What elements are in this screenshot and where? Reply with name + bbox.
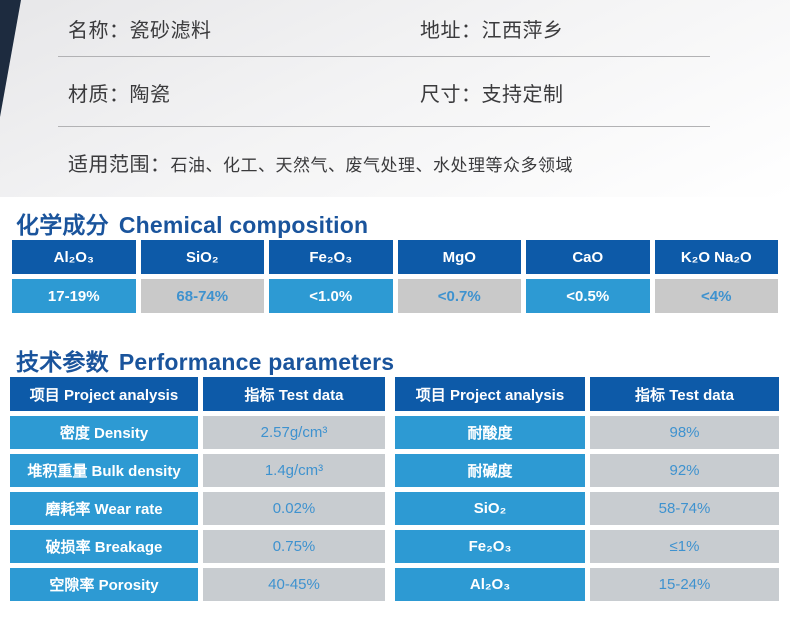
chem-value-row: 17-19% 68-74% <1.0% <0.7% <0.5% <4% bbox=[12, 279, 778, 313]
perf-row-value: 15-24% bbox=[590, 568, 779, 601]
chem-header-cell: MgO bbox=[397, 240, 521, 274]
chem-header-row: Al₂O₃ SiO₂ Fe₂O₃ MgO CaO K₂O Na₂O bbox=[12, 240, 778, 274]
chemical-composition-table: Al₂O₃ SiO₂ Fe₂O₃ MgO CaO K₂O Na₂O 17-19%… bbox=[12, 240, 778, 313]
chem-header-cell: SiO₂ bbox=[140, 240, 264, 274]
performance-table-left: 项目 Project analysis 指标 Test data 密度 Dens… bbox=[10, 377, 385, 601]
performance-tables: 项目 Project analysis 指标 Test data 密度 Dens… bbox=[10, 377, 779, 601]
perf-row-item: Al₂O₃ bbox=[395, 568, 585, 601]
performance-parameters-title: 技术参数 Performance parameters bbox=[16, 343, 394, 377]
chem-header-cell: Fe₂O₃ bbox=[269, 240, 393, 274]
chem-header-cell: K₂O Na₂O bbox=[654, 240, 778, 274]
perf-row-item: 破损率 Breakage bbox=[10, 530, 198, 563]
chem-value-cell: <0.7% bbox=[397, 279, 521, 313]
perf-left-header-value: 指标 Test data bbox=[203, 377, 385, 411]
perf-row-value: 92% bbox=[590, 454, 779, 487]
chemical-composition-title: 化学成分 Chemical composition bbox=[16, 206, 368, 240]
perf-row-item: 耐碱度 bbox=[395, 454, 585, 487]
chemical-title-en: Chemical composition bbox=[118, 212, 369, 238]
scope-label: 适用范围： bbox=[68, 154, 171, 176]
perf-row-value: 58-74% bbox=[590, 492, 779, 525]
info-row-scope: 适用范围：石油、化工、天然气、废气处理、水处理等众多领域 bbox=[58, 128, 710, 197]
perf-row-value: 0.75% bbox=[203, 530, 385, 563]
performance-title-en: Performance parameters bbox=[118, 349, 395, 375]
perf-row-item: 空隙率 Porosity bbox=[10, 568, 198, 601]
chem-value-cell: <0.5% bbox=[526, 279, 650, 313]
perf-row-item: SiO₂ bbox=[395, 492, 585, 525]
chemical-title-zh: 化学成分 bbox=[16, 212, 109, 238]
perf-right-header-item: 项目 Project analysis bbox=[395, 377, 585, 411]
info-row-name-address: 名称：瓷砂滤料 地址：江西萍乡 bbox=[58, 0, 710, 57]
chem-header-cell: Al₂O₃ bbox=[12, 240, 136, 274]
chem-value-cell: 17-19% bbox=[12, 279, 136, 313]
product-address: 地址：江西萍乡 bbox=[420, 19, 564, 42]
performance-table-right: 项目 Project analysis 指标 Test data 耐酸度 98%… bbox=[395, 377, 779, 601]
product-info-section: 名称：瓷砂滤料 地址：江西萍乡 材质：陶瓷 尺寸：支持定制 适用范围：石油、化工… bbox=[0, 0, 790, 197]
perf-row-value: 40-45% bbox=[203, 568, 385, 601]
perf-row-item: 磨耗率 Wear rate bbox=[10, 492, 198, 525]
info-row-material-size: 材质：陶瓷 尺寸：支持定制 bbox=[58, 58, 710, 127]
perf-row-value: ≤1% bbox=[590, 530, 779, 563]
product-size: 尺寸：支持定制 bbox=[420, 83, 564, 106]
perf-row-value: 1.4g/cm³ bbox=[203, 454, 385, 487]
perf-row-value: 2.57g/cm³ bbox=[203, 416, 385, 449]
product-material: 材质：陶瓷 bbox=[68, 83, 171, 106]
scope-text: 石油、化工、天然气、废气处理、水处理等众多领域 bbox=[170, 156, 573, 175]
performance-title-zh: 技术参数 bbox=[16, 349, 109, 375]
perf-left-header-item: 项目 Project analysis bbox=[10, 377, 198, 411]
perf-row-value: 98% bbox=[590, 416, 779, 449]
chem-value-cell: 68-74% bbox=[140, 279, 264, 313]
perf-right-header-value: 指标 Test data bbox=[590, 377, 779, 411]
perf-row-value: 0.02% bbox=[203, 492, 385, 525]
perf-row-item: 耐酸度 bbox=[395, 416, 585, 449]
chem-value-cell: <1.0% bbox=[269, 279, 393, 313]
perf-row-item: Fe₂O₃ bbox=[395, 530, 585, 563]
corner-decoration-triangle bbox=[0, 0, 21, 117]
perf-row-item: 堆积重量 Bulk density bbox=[10, 454, 198, 487]
chem-header-cell: CaO bbox=[526, 240, 650, 274]
chem-value-cell: <4% bbox=[654, 279, 778, 313]
application-scope: 适用范围：石油、化工、天然气、废气处理、水处理等众多领域 bbox=[68, 148, 573, 177]
perf-row-item: 密度 Density bbox=[10, 416, 198, 449]
product-name: 名称：瓷砂滤料 bbox=[68, 19, 212, 42]
